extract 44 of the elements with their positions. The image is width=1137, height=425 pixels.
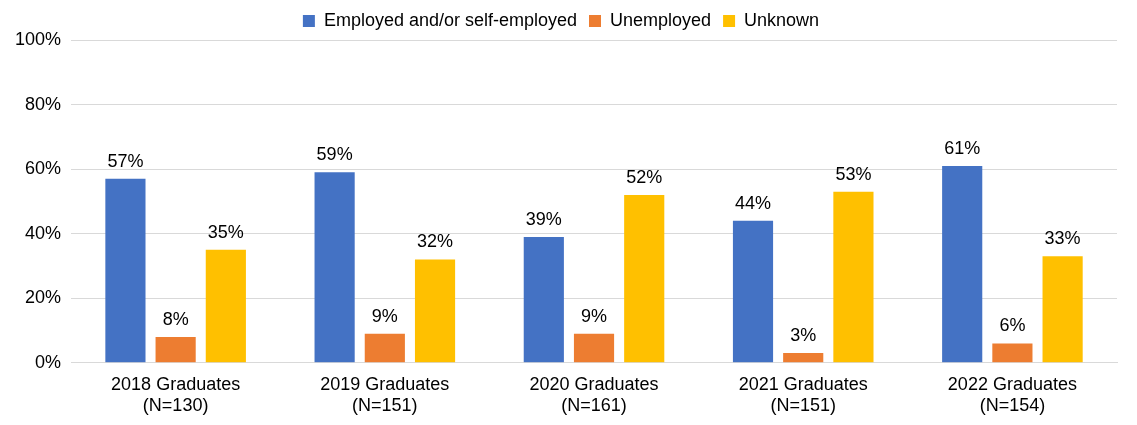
y-tick-label: 20%	[25, 287, 62, 308]
legend-label: Unknown	[744, 9, 820, 30]
x-tick-label: 2019 Graduates (N=151)	[320, 373, 450, 416]
x-tick-label: 2018 Graduates (N=130)	[111, 373, 241, 416]
y-tick-label: 60%	[25, 158, 62, 179]
data-label: 61%	[944, 137, 981, 158]
data-label: 6%	[999, 315, 1026, 336]
data-label: 57%	[107, 150, 144, 171]
data-label: 3%	[790, 325, 817, 346]
data-label: 9%	[581, 305, 608, 326]
bar	[105, 178, 146, 363]
legend-label: Employed and/or self-employed	[323, 9, 578, 30]
bar	[155, 336, 196, 363]
y-tick-label: 40%	[25, 222, 62, 243]
data-label: 32%	[417, 231, 454, 252]
x-tick-label: 2021 Graduates (N=151)	[738, 373, 868, 416]
bar	[732, 220, 774, 363]
bar	[783, 353, 824, 363]
bar	[364, 333, 405, 363]
bar	[205, 249, 246, 363]
x-tick-label: 2020 Graduates (N=161)	[529, 373, 659, 416]
data-label: 52%	[626, 166, 663, 187]
legend-label: Unemployed	[610, 9, 712, 30]
data-label: 35%	[207, 221, 244, 242]
x-tick-label: 2022 Graduates (N=154)	[947, 373, 1077, 416]
y-tick-label: 100%	[14, 28, 62, 49]
bar	[992, 343, 1033, 363]
bar	[314, 172, 355, 363]
bar	[942, 165, 983, 363]
data-label: 59%	[316, 144, 353, 165]
y-tick-label: 0%	[35, 351, 62, 372]
y-tick-label: 80%	[25, 93, 62, 114]
data-label: 53%	[835, 163, 872, 184]
data-label: 39%	[525, 208, 562, 229]
bar	[573, 333, 615, 363]
data-label: 9%	[371, 305, 398, 326]
data-label: 44%	[734, 192, 772, 213]
bar	[1042, 256, 1083, 363]
bar	[833, 191, 874, 363]
bar	[523, 236, 564, 363]
data-label: 33%	[1044, 228, 1081, 249]
bar	[414, 259, 456, 363]
data-label: 8%	[162, 308, 189, 329]
bar	[624, 194, 665, 363]
